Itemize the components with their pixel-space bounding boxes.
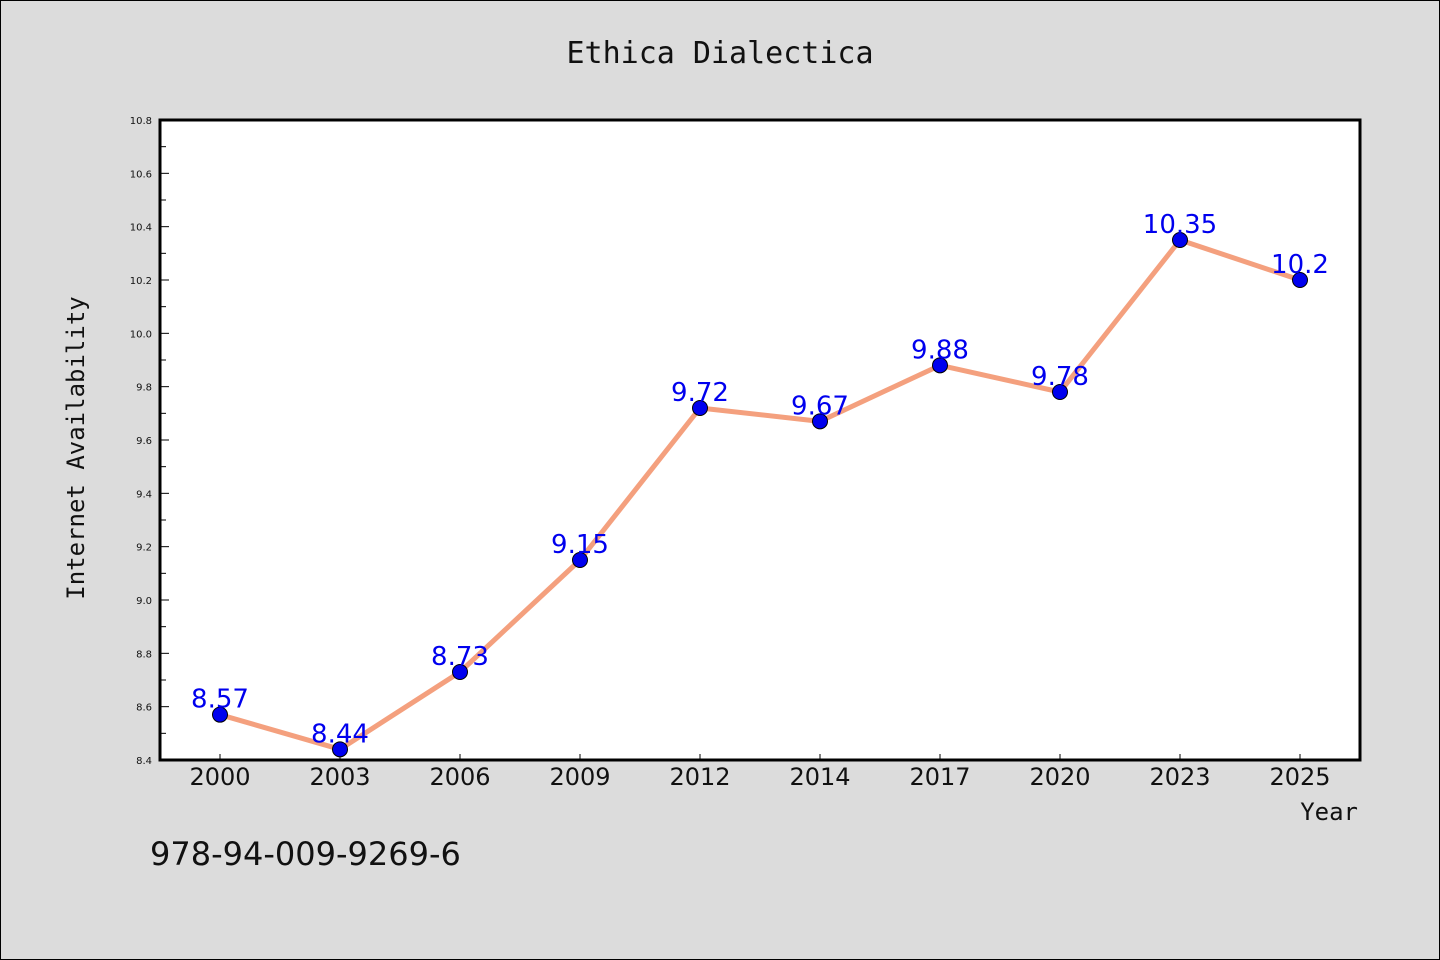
y-tick-label: 10.2 xyxy=(130,276,152,287)
chart-title: Ethica Dialectica xyxy=(566,36,873,71)
y-tick-label: 10.4 xyxy=(130,223,152,234)
data-point xyxy=(572,552,588,568)
data-label: 8.73 xyxy=(431,642,489,672)
data-point xyxy=(212,706,228,723)
x-tick-label: 2006 xyxy=(429,763,490,791)
y-tick-label: 9.6 xyxy=(136,436,152,447)
series-line-path xyxy=(217,237,1303,752)
data-point xyxy=(452,664,468,680)
data-point xyxy=(692,400,708,416)
x-tick-label: 2012 xyxy=(669,763,730,791)
data-label: 8.44 xyxy=(311,719,369,749)
data-point xyxy=(332,741,348,758)
data-label: 9.78 xyxy=(1031,362,1089,392)
data-point xyxy=(812,413,828,430)
x-tick-label: 2003 xyxy=(309,763,370,791)
data-label: 10.2 xyxy=(1271,250,1329,280)
y-tick-label: 8.8 xyxy=(136,649,152,660)
data-label: 10.35 xyxy=(1143,210,1217,240)
data-label: 9.88 xyxy=(911,335,969,365)
data-point xyxy=(1172,232,1188,248)
x-tick-label: 2025 xyxy=(1269,763,1330,791)
series-line xyxy=(217,237,1303,752)
data-labels: 8.57 8.44 8.73 9.15 9.72 9.67 9.88 9.78 10.35 10.… xyxy=(191,210,1329,749)
y-tick-label: 9.8 xyxy=(136,383,152,394)
y-tick-label: 10.6 xyxy=(130,169,152,180)
x-tick-label: 2017 xyxy=(909,763,970,791)
data-point xyxy=(1052,384,1068,400)
data-point xyxy=(932,357,948,374)
y-tick-label: 8.4 xyxy=(136,756,152,767)
data-label: 9.15 xyxy=(551,530,609,560)
plot-area xyxy=(158,118,1362,762)
y-tick-label: 10.0 xyxy=(130,329,152,340)
y-tick-label: 9.0 xyxy=(136,596,152,607)
series-markers xyxy=(212,232,1308,758)
data-label: 8.57 xyxy=(191,685,249,715)
y-axis: 8.4 8.6 8.8 9.0 9.2 9.4 9.6 9.8 10.0 10.2 10.4 10.6… xyxy=(130,116,169,767)
x-tick-label: 2009 xyxy=(549,763,610,791)
data-label: 9.72 xyxy=(671,378,729,408)
y-tick-label: 9.2 xyxy=(136,543,152,554)
isbn-text: 978-94-009-9269-6 xyxy=(150,835,461,873)
y-tick-label: 10.8 xyxy=(130,116,152,127)
y-axis-label: Internet Availability xyxy=(62,296,90,599)
x-axis: 2000 2003 2006 2009 2012 2014 2017 2020 2023 2025 xyxy=(189,754,1331,791)
y-tick-label: 9.4 xyxy=(136,489,152,500)
data-point xyxy=(1292,272,1308,288)
x-tick-label: 2000 xyxy=(189,763,250,791)
data-label: 9.67 xyxy=(791,391,849,421)
x-tick-label: 2020 xyxy=(1029,763,1090,791)
x-axis-label: Year xyxy=(1300,798,1358,826)
x-tick-label: 2014 xyxy=(789,763,850,791)
y-tick-label: 8.6 xyxy=(136,703,152,714)
x-tick-label: 2023 xyxy=(1149,763,1210,791)
